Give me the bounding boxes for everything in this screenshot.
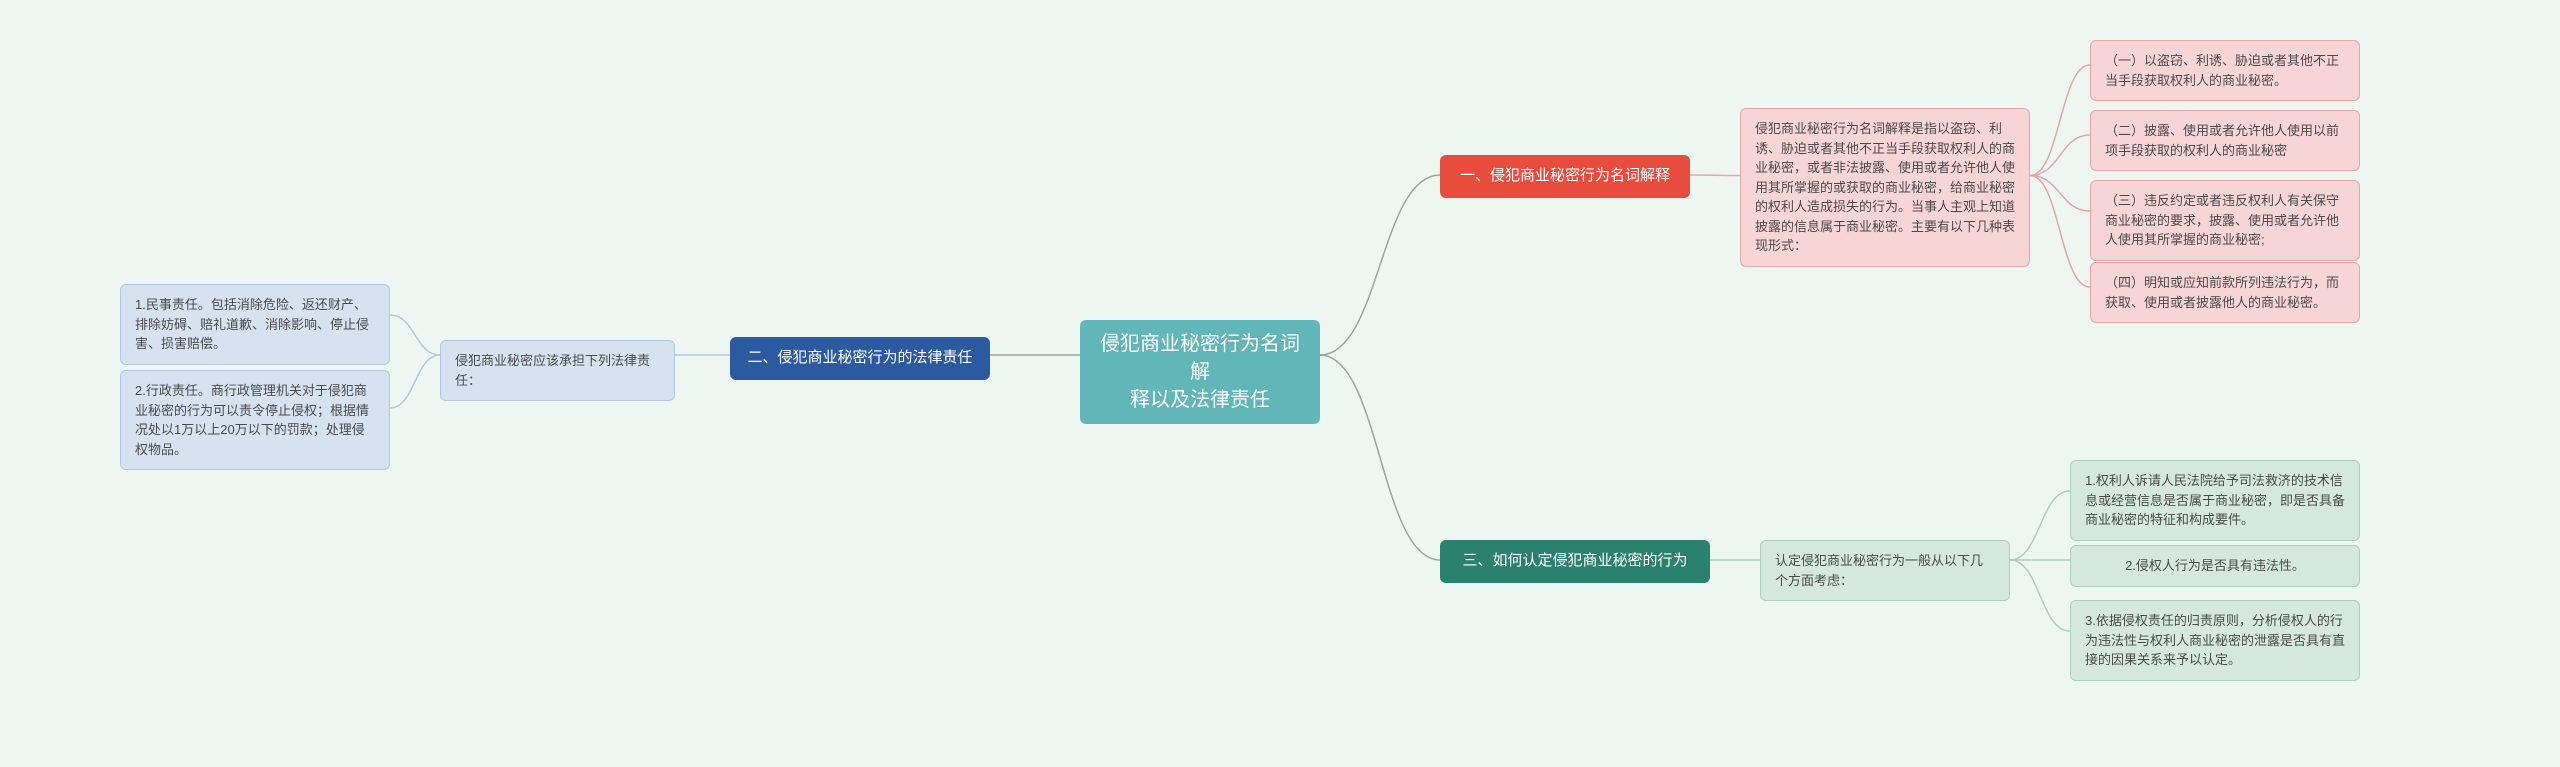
root-node: 侵犯商业秘密行为名词解 释以及法律责任	[1080, 320, 1320, 424]
branch2-description: 侵犯商业秘密应该承担下列法律责任：	[440, 340, 675, 401]
branch1-item-1: （一）以盗窃、利诱、胁迫或者其他不正当手段获取权利人的商业秘密。	[2090, 40, 2360, 101]
branch3-item-1: 1.权利人诉请人民法院给予司法救济的技术信息或经营信息是否属于商业秘密，即是否具…	[2070, 460, 2360, 541]
branch1-title: 一、侵犯商业秘密行为名词解释	[1440, 155, 1690, 198]
branch1-item-3: （三）违反约定或者违反权利人有关保守商业秘密的要求，披露、使用或者允许他人使用其…	[2090, 180, 2360, 261]
branch1-description: 侵犯商业秘密行为名词解释是指以盗窃、利诱、胁迫或者其他不正当手段获取权利人的商业…	[1740, 108, 2030, 267]
branch1-item-4: （四）明知或应知前款所列违法行为，而获取、使用或者披露他人的商业秘密。	[2090, 262, 2360, 323]
branch2-item-2: 2.行政责任。商行政管理机关对于侵犯商业秘密的行为可以责令停止侵权；根据情况处以…	[120, 370, 390, 470]
branch1-item-2: （二）披露、使用或者允许他人使用以前项手段获取的权利人的商业秘密	[2090, 110, 2360, 171]
branch3-item-3: 3.依据侵权责任的归责原则，分析侵权人的行为违法性与权利人商业秘密的泄露是否具有…	[2070, 600, 2360, 681]
branch2-title: 二、侵犯商业秘密行为的法律责任	[730, 337, 990, 380]
branch3-title: 三、如何认定侵犯商业秘密的行为	[1440, 540, 1710, 583]
branch3-description: 认定侵犯商业秘密行为一般从以下几个方面考虑：	[1760, 540, 2010, 601]
branch3-item-2: 2.侵权人行为是否具有违法性。	[2070, 545, 2360, 587]
branch2-item-1: 1.民事责任。包括消除危险、返还财产、排除妨碍、赔礼道歉、消除影响、停止侵害、损…	[120, 284, 390, 365]
